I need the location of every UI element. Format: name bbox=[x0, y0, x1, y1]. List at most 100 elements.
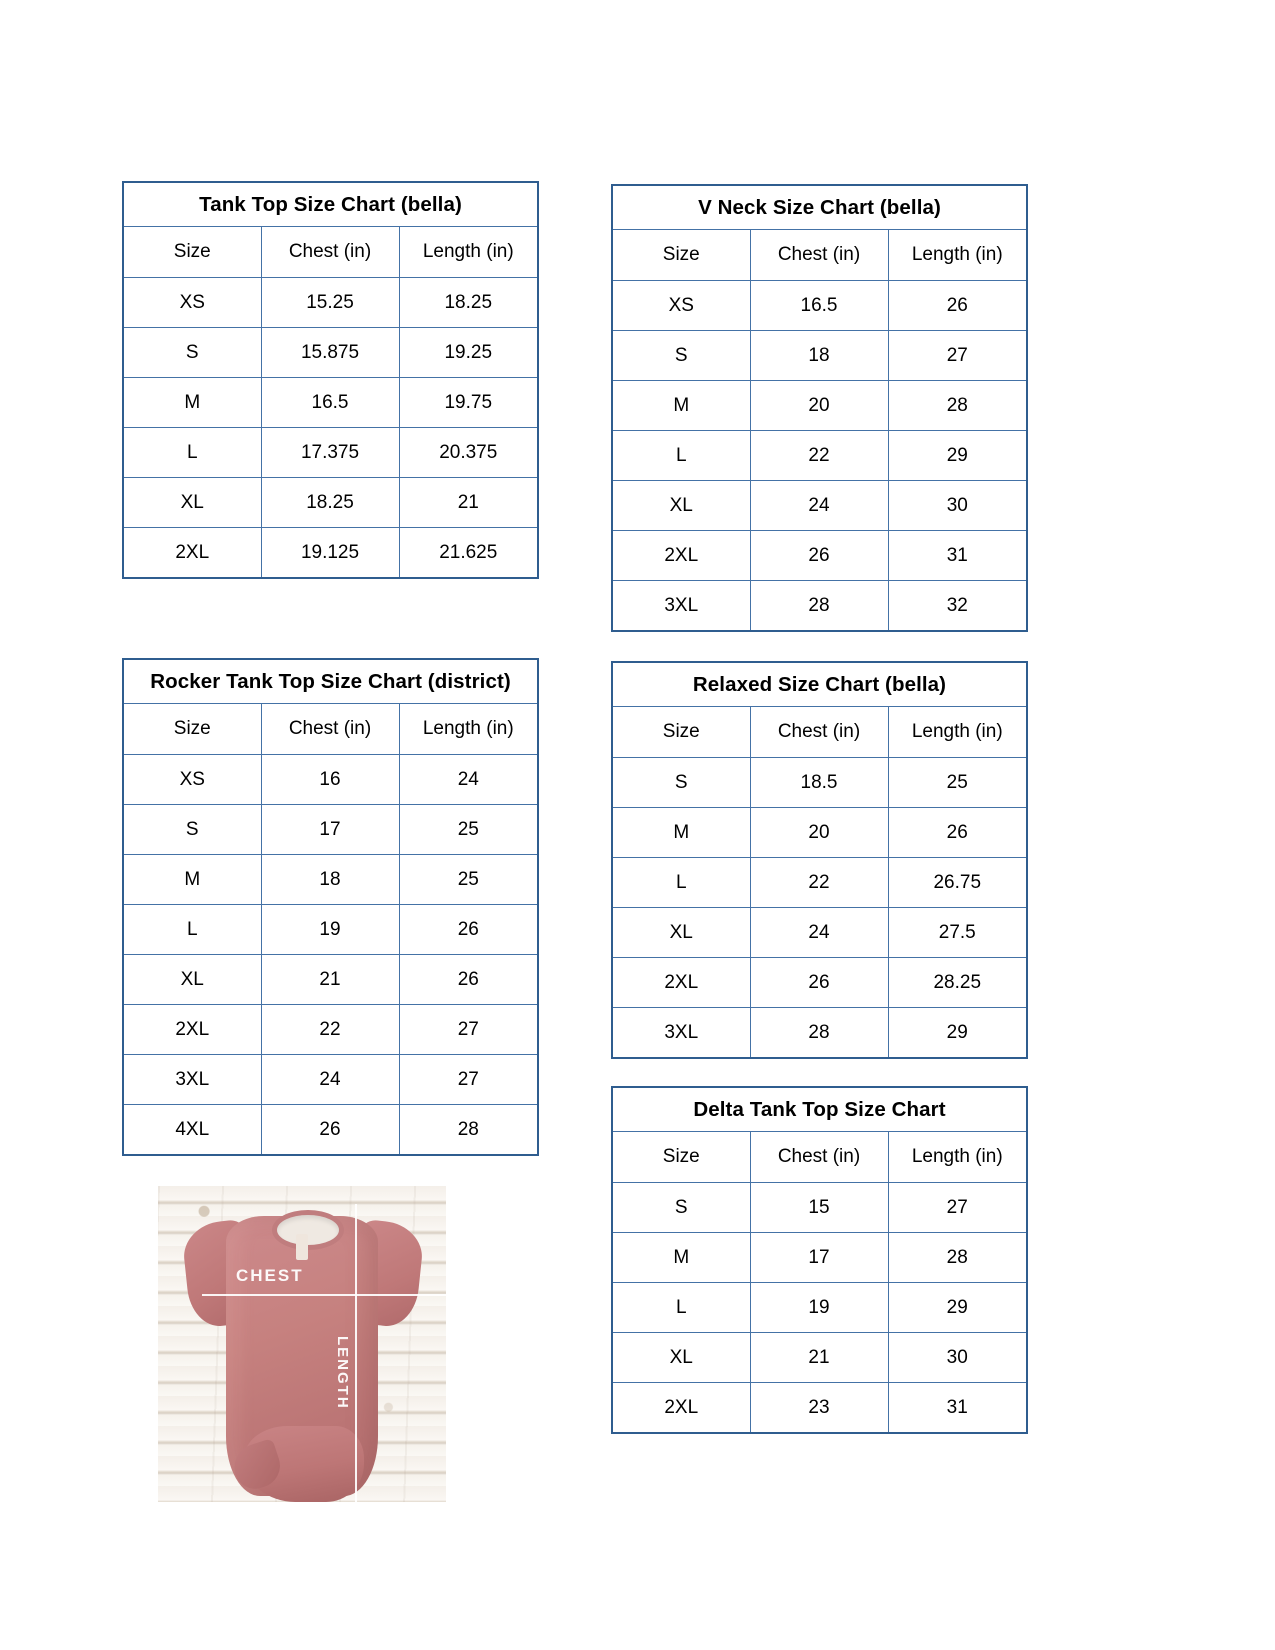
table-header-row: Size Chest (in) Length (in) bbox=[611, 229, 1029, 281]
cell-chest: 15 bbox=[749, 1182, 889, 1233]
table-title: Delta Tank Top Size Chart bbox=[611, 1086, 1028, 1132]
table-row: XS 16.5 26 bbox=[611, 280, 1029, 331]
cell-size: XS bbox=[122, 754, 262, 805]
column-header-length: Length (in) bbox=[887, 706, 1028, 758]
cell-chest: 17 bbox=[749, 1232, 889, 1283]
column-header-length: Length (in) bbox=[887, 1131, 1028, 1183]
cell-chest: 24 bbox=[749, 480, 889, 531]
table-row: 3XL 28 32 bbox=[611, 580, 1029, 632]
cell-chest: 18.5 bbox=[749, 757, 889, 808]
cell-length: 24 bbox=[398, 754, 540, 805]
cell-length: 28 bbox=[887, 1232, 1028, 1283]
cell-length: 28 bbox=[887, 380, 1029, 431]
cell-size: 3XL bbox=[611, 1007, 751, 1059]
table-row: 2XL 19.125 21.625 bbox=[122, 527, 540, 579]
table-title: Tank Top Size Chart (bella) bbox=[121, 181, 540, 227]
table-row: L 19 26 bbox=[122, 904, 540, 955]
cell-length: 27.5 bbox=[887, 907, 1028, 958]
table-row: 3XL 28 29 bbox=[611, 1007, 1028, 1059]
cell-chest: 19 bbox=[749, 1282, 889, 1333]
cell-length: 20.375 bbox=[398, 427, 540, 478]
table-row: 4XL 26 28 bbox=[122, 1104, 540, 1156]
cell-length: 28 bbox=[398, 1104, 540, 1156]
table-row: L 22 29 bbox=[611, 430, 1029, 481]
cell-size: 3XL bbox=[122, 1054, 262, 1105]
table-title-row: Rocker Tank Top Size Chart (district) bbox=[121, 658, 540, 704]
chest-measurement-line bbox=[202, 1294, 446, 1296]
cell-size: XL bbox=[611, 907, 751, 958]
cell-chest: 26 bbox=[749, 957, 889, 1008]
cell-chest: 21 bbox=[749, 1332, 889, 1383]
cell-chest: 19 bbox=[260, 904, 400, 955]
cell-chest: 22 bbox=[749, 430, 889, 481]
cell-chest: 15.25 bbox=[260, 277, 400, 328]
table-header-row: Size Chest (in) Length (in) bbox=[122, 703, 540, 755]
cell-length: 31 bbox=[887, 1382, 1028, 1434]
table-row: S 15 27 bbox=[611, 1182, 1028, 1233]
cell-size: S bbox=[611, 1182, 751, 1233]
cell-length: 25 bbox=[398, 804, 540, 855]
column-header-chest: Chest (in) bbox=[749, 1131, 889, 1183]
cell-length: 30 bbox=[887, 480, 1029, 531]
table-row: L 19 29 bbox=[611, 1282, 1028, 1333]
cell-chest: 18.25 bbox=[260, 477, 400, 528]
table-title: Relaxed Size Chart (bella) bbox=[611, 661, 1028, 707]
table-row: XL 18.25 21 bbox=[122, 477, 540, 528]
cell-size: 2XL bbox=[122, 527, 262, 579]
table-title-row: V Neck Size Chart (bella) bbox=[610, 184, 1029, 230]
column-header-chest: Chest (in) bbox=[749, 229, 889, 281]
column-header-chest: Chest (in) bbox=[260, 226, 400, 278]
cell-chest: 20 bbox=[749, 807, 889, 858]
column-header-length: Length (in) bbox=[398, 226, 540, 278]
table-rocker-tank-top-size-chart: Rocker Tank Top Size Chart (district) Si… bbox=[121, 658, 540, 1156]
table-row: S 18.5 25 bbox=[611, 757, 1028, 808]
cell-chest: 24 bbox=[749, 907, 889, 958]
cell-size: 4XL bbox=[122, 1104, 262, 1156]
table-row: S 18 27 bbox=[611, 330, 1029, 381]
cell-chest: 15.875 bbox=[260, 327, 400, 378]
table-row: M 17 28 bbox=[611, 1232, 1028, 1283]
cell-chest: 17.375 bbox=[260, 427, 400, 478]
cell-length: 26.75 bbox=[887, 857, 1028, 908]
cell-size: L bbox=[611, 1282, 751, 1333]
cell-size: XS bbox=[611, 280, 751, 331]
cell-length: 32 bbox=[887, 580, 1029, 632]
cell-size: 2XL bbox=[611, 1382, 751, 1434]
cell-chest: 28 bbox=[749, 580, 889, 632]
column-header-chest: Chest (in) bbox=[749, 706, 889, 758]
table-title: Rocker Tank Top Size Chart (district) bbox=[121, 658, 540, 704]
cell-length: 26 bbox=[398, 904, 540, 955]
cell-size: S bbox=[122, 327, 262, 378]
table-header-row: Size Chest (in) Length (in) bbox=[611, 1131, 1028, 1183]
tshirt-illustration bbox=[180, 1208, 426, 1502]
column-header-size: Size bbox=[122, 226, 262, 278]
table-row: XL 24 27.5 bbox=[611, 907, 1028, 958]
cell-size: L bbox=[611, 857, 751, 908]
cell-size: XS bbox=[122, 277, 262, 328]
table-row: 2XL 26 28.25 bbox=[611, 957, 1028, 1008]
column-header-length: Length (in) bbox=[887, 229, 1029, 281]
cell-chest: 22 bbox=[260, 1004, 400, 1055]
cell-length: 28.25 bbox=[887, 957, 1028, 1008]
table-delta-tank-top-size-chart: Delta Tank Top Size Chart Size Chest (in… bbox=[611, 1086, 1028, 1434]
table-header-row: Size Chest (in) Length (in) bbox=[611, 706, 1028, 758]
cell-length: 27 bbox=[398, 1054, 540, 1105]
cell-length: 21 bbox=[398, 477, 540, 528]
cell-size: 2XL bbox=[611, 530, 751, 581]
table-row: XL 21 26 bbox=[122, 954, 540, 1005]
table-title-row: Delta Tank Top Size Chart bbox=[611, 1086, 1028, 1132]
cell-size: 2XL bbox=[611, 957, 751, 1008]
cell-chest: 20 bbox=[749, 380, 889, 431]
table-row: S 17 25 bbox=[122, 804, 540, 855]
column-header-size: Size bbox=[611, 229, 751, 281]
cell-chest: 24 bbox=[260, 1054, 400, 1105]
table-row: 2XL 23 31 bbox=[611, 1382, 1028, 1434]
cell-size: S bbox=[122, 804, 262, 855]
column-header-size: Size bbox=[122, 703, 262, 755]
length-measurement-line bbox=[355, 1204, 357, 1502]
cell-chest: 28 bbox=[749, 1007, 889, 1059]
cell-chest: 18 bbox=[260, 854, 400, 905]
table-title-row: Relaxed Size Chart (bella) bbox=[611, 661, 1028, 707]
table-row: M 18 25 bbox=[122, 854, 540, 905]
